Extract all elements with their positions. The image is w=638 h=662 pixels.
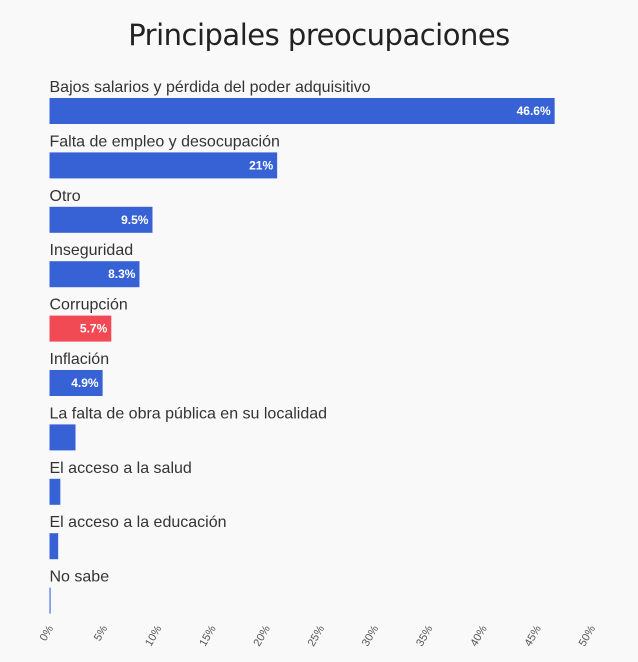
data-label: 5.7% [80, 322, 108, 336]
bar-group: El acceso a la educación [49, 514, 227, 560]
bar-group: Falta de empleo y desocupación 21% [49, 133, 280, 179]
bar [49, 587, 51, 614]
x-tick-label: 5% [92, 623, 110, 643]
category-label: La falta de obra pública en su localidad [50, 405, 328, 422]
data-label: 46.6% [517, 104, 551, 118]
bar [49, 98, 555, 124]
category-label: El acceso a la salud [50, 460, 192, 477]
bar [49, 315, 112, 342]
category-label: Inflación [50, 351, 110, 368]
bar [49, 424, 76, 451]
bar-group: Inflación 4.9% [49, 351, 110, 396]
data-label: 4.9% [71, 376, 99, 390]
data-label: 21% [249, 158, 273, 172]
x-tick-label: 50% [577, 623, 599, 648]
category-label: Otro [50, 188, 81, 205]
x-tick-label: 35% [414, 623, 436, 648]
bar [49, 533, 59, 560]
chart-title: Principales preocupaciones [128, 18, 510, 52]
category-label: Corrupción [50, 297, 128, 314]
category-label: Falta de empleo y desocupación [50, 133, 280, 150]
x-tick-label: 15% [197, 623, 219, 648]
x-tick-label: 10% [143, 623, 165, 648]
bar-group: El acceso a la salud [49, 460, 192, 505]
x-tick-label: 40% [468, 623, 490, 648]
category-label: Inseguridad [50, 242, 134, 259]
x-tick-label: 20% [251, 623, 273, 648]
bar-group: Bajos salarios y pérdida del poder adqui… [49, 79, 555, 124]
bar-group: Corrupción 5.7% [49, 297, 128, 342]
category-label: No sabe [50, 569, 110, 586]
bar-group: Inseguridad 8.3% [49, 242, 140, 288]
data-label: 8.3% [108, 267, 136, 281]
x-tick-label: 30% [360, 623, 382, 648]
bar-group: La falta de obra pública en su localidad [49, 405, 328, 451]
x-tick-label: 0% [38, 623, 56, 643]
bar [49, 261, 140, 288]
bar-group: Otro 9.5% [49, 188, 153, 233]
bar [49, 478, 61, 505]
bar [49, 152, 278, 179]
data-label: 9.5% [121, 213, 149, 227]
x-tick-label: 25% [306, 623, 328, 648]
category-label: Bajos salarios y pérdida del poder adqui… [50, 79, 371, 96]
bar [49, 206, 153, 233]
x-tick-label: 45% [522, 623, 544, 648]
bar [49, 370, 103, 396]
bar-group: No sabe [49, 569, 110, 614]
category-label: El acceso a la educación [50, 514, 227, 531]
